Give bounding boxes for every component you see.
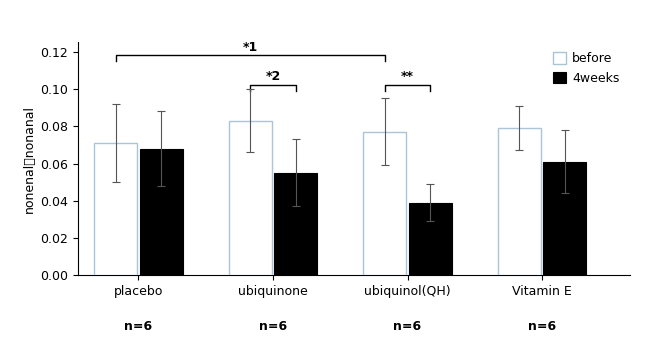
- Bar: [228, 121, 272, 275]
- Bar: [275, 173, 317, 275]
- Text: **: **: [401, 70, 414, 83]
- Text: n=6: n=6: [259, 320, 287, 333]
- Bar: [363, 132, 406, 275]
- Text: n=6: n=6: [125, 320, 153, 333]
- Bar: [140, 149, 183, 275]
- Text: n=6: n=6: [528, 320, 556, 333]
- Bar: [409, 203, 452, 275]
- Text: n=6: n=6: [393, 320, 422, 333]
- Text: *1: *1: [243, 41, 258, 54]
- Bar: [94, 143, 137, 275]
- Bar: [543, 162, 587, 275]
- Text: *2: *2: [265, 70, 280, 83]
- Y-axis label: nonenal／nonanal: nonenal／nonanal: [23, 105, 36, 213]
- Legend: before, 4weeks: before, 4weeks: [550, 49, 623, 88]
- Bar: [498, 128, 541, 275]
